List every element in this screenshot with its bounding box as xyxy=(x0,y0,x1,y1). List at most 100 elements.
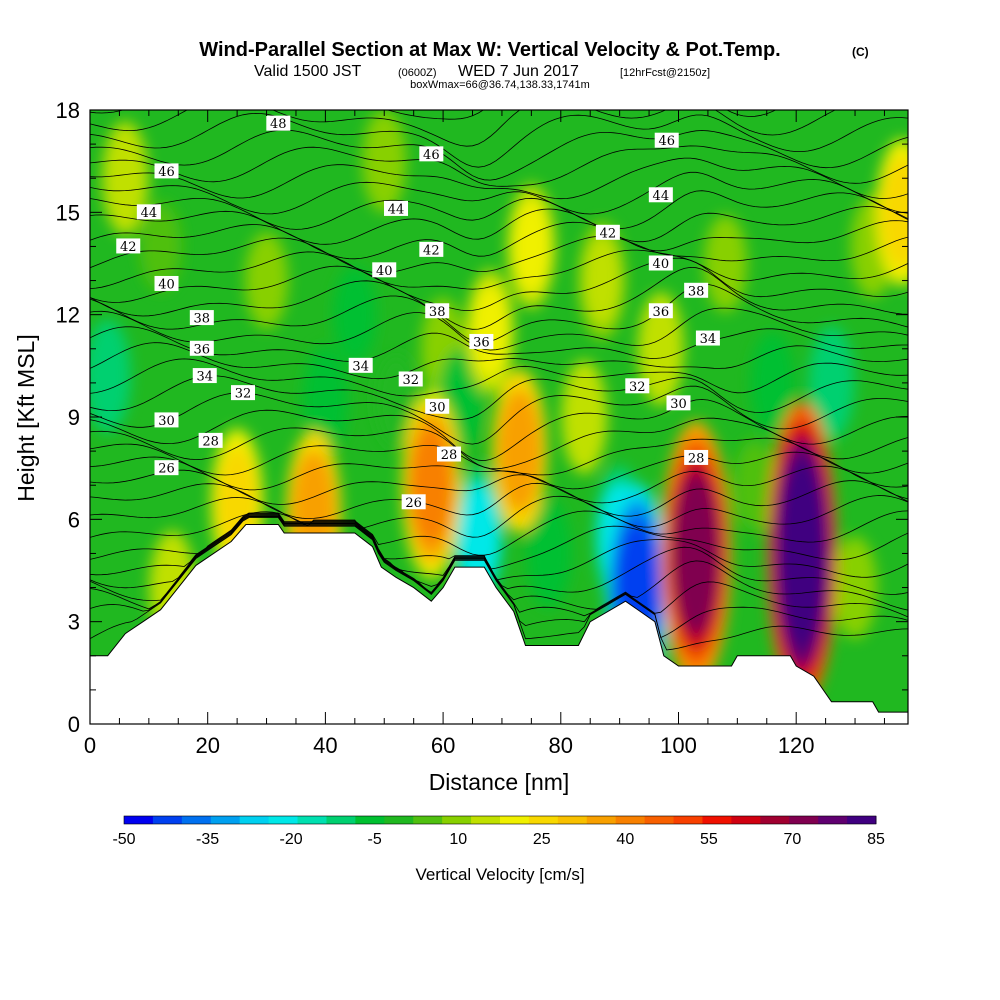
isentrope-line xyxy=(90,326,908,362)
isentrope-line xyxy=(90,235,908,274)
isentrope-label: 46 xyxy=(419,146,444,163)
chart-header: Wind-Parallel Section at Max W: Vertical… xyxy=(199,39,868,91)
svg-text:38: 38 xyxy=(429,305,446,320)
w-cell xyxy=(582,235,622,326)
colorbar-swatch xyxy=(615,816,646,824)
isentrope-label: 28 xyxy=(436,446,461,463)
colorbar-tick-label: 70 xyxy=(784,831,802,848)
svg-text:44: 44 xyxy=(653,189,670,204)
w-cell xyxy=(511,199,551,294)
colorbar-swatch xyxy=(210,816,241,824)
terrain-mask xyxy=(90,524,908,724)
isentrope-label: 32 xyxy=(398,371,423,388)
colorbar-swatch xyxy=(673,816,703,824)
isentrope-label: 46 xyxy=(654,132,679,149)
y-tick-label: 9 xyxy=(68,405,80,430)
isentrope-line xyxy=(90,112,908,168)
isentrope-label: 40 xyxy=(372,262,397,279)
colorbar-tick-label: -50 xyxy=(112,831,135,848)
colorbar-swatch xyxy=(239,816,270,824)
colorbar-swatch xyxy=(355,816,385,824)
colorbar-tick-label: -35 xyxy=(196,831,219,848)
w-cell xyxy=(704,215,748,312)
y-tick-label: 12 xyxy=(56,303,80,328)
isentrope-label: 28 xyxy=(684,449,709,466)
svg-text:48: 48 xyxy=(270,117,287,132)
isentrope-line xyxy=(90,517,908,651)
isentrope-line xyxy=(90,516,908,639)
svg-text:30: 30 xyxy=(158,414,175,429)
svg-text:38: 38 xyxy=(688,284,705,299)
valid-time-utc: (0600Z) xyxy=(398,67,437,79)
isentrope-label: 38 xyxy=(684,282,709,299)
isentrope-label: 38 xyxy=(189,310,214,327)
svg-text:34: 34 xyxy=(700,332,717,347)
isentrope-line xyxy=(90,307,908,351)
colorbar-swatch xyxy=(644,816,675,824)
isentrope-line xyxy=(90,399,908,462)
isentrope-label: 26 xyxy=(154,460,179,477)
svg-text:32: 32 xyxy=(629,380,646,395)
colorbar-swatch xyxy=(442,816,472,824)
w-cell xyxy=(470,284,510,379)
isentrope-label: 42 xyxy=(419,241,444,258)
svg-text:32: 32 xyxy=(235,387,252,402)
valid-date: WED 7 Jun 2017 xyxy=(458,63,579,80)
y-tick-label: 3 xyxy=(68,610,80,635)
box-wmax-info: boxWmax=66@36.74,138.33,1741m xyxy=(410,79,590,91)
svg-text:30: 30 xyxy=(429,400,446,415)
colorbar-swatch xyxy=(413,816,443,824)
x-tick-label: 80 xyxy=(549,733,573,758)
isentrope-line xyxy=(90,375,908,420)
colorbar-swatch xyxy=(181,816,212,824)
svg-text:28: 28 xyxy=(202,434,219,449)
w-cell xyxy=(526,499,572,608)
isentrope-label: 26 xyxy=(401,494,426,511)
isentrope-label: 38 xyxy=(425,303,450,320)
w-cell xyxy=(561,360,608,474)
svg-text:28: 28 xyxy=(688,451,705,466)
svg-text:34: 34 xyxy=(352,359,369,374)
isentrope-line xyxy=(90,249,908,290)
colorbar-swatch xyxy=(818,816,848,824)
isentrope-label: 36 xyxy=(648,303,673,320)
y-tick-label: 18 xyxy=(56,98,80,123)
w-cell xyxy=(777,458,827,649)
colorbar-tick-label: -20 xyxy=(280,831,303,848)
isentrope-label: 32 xyxy=(625,378,650,395)
isentrope-line xyxy=(90,171,908,215)
svg-text:40: 40 xyxy=(158,277,175,292)
colorbar-swatch xyxy=(528,816,559,824)
svg-text:36: 36 xyxy=(194,342,211,357)
x-tick-label: 120 xyxy=(778,733,815,758)
isentrope-line xyxy=(90,110,777,120)
svg-text:40: 40 xyxy=(376,264,393,279)
isentrope-line xyxy=(90,190,908,230)
svg-text:30: 30 xyxy=(670,397,687,412)
isentrope-label: 48 xyxy=(266,115,291,132)
w-cell xyxy=(333,266,377,364)
valid-time-prefix: Valid 1500 JST xyxy=(254,63,362,80)
colorbar-tick-label: 10 xyxy=(449,831,467,848)
forecast-info: [12hrFcst@2150z] xyxy=(620,67,710,79)
x-tick-label: 0 xyxy=(84,733,96,758)
isentrope-contours xyxy=(90,110,908,651)
x-tick-label: 100 xyxy=(660,733,697,758)
w-cell xyxy=(102,121,149,236)
y-axis-label: Height [Kft MSL] xyxy=(13,334,39,501)
isentrope-label: 30 xyxy=(154,412,179,429)
isentrope-label: 28 xyxy=(198,432,223,449)
isentrope-label: 30 xyxy=(425,398,450,415)
isentrope-label: 44 xyxy=(384,200,409,217)
svg-text:36: 36 xyxy=(653,305,670,320)
w-cell xyxy=(302,345,348,454)
isentrope-line xyxy=(90,358,908,397)
x-tick-label: 20 xyxy=(195,733,219,758)
colorbar-tick-label: 25 xyxy=(533,831,551,848)
isentrope-line xyxy=(90,514,908,611)
isentrope-label: 34 xyxy=(695,330,720,347)
isentrope-line xyxy=(90,495,908,538)
isentrope-line xyxy=(90,129,908,181)
